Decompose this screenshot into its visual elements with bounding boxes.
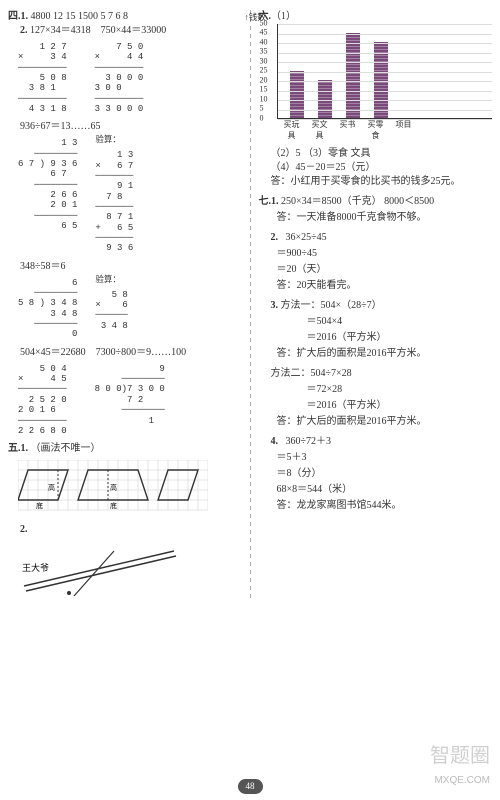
q3m1b: ＝504×4 [307,315,493,329]
sec4-line1: 4800 12 15 1500 5 7 6 8 [31,11,129,22]
q3-label: 3. [271,300,279,311]
check2-label: 验算： [95,274,127,286]
sec4-label: 四. [8,11,21,22]
q4b: ＝5＋3 [277,451,493,465]
eq5: 504×45＝22680 [20,347,86,358]
q3m2d: 答：扩大后的面积是2016平方米。 [277,415,493,429]
q3m1d: 答：扩大后的面积是2016平方米。 [277,347,493,361]
q3m2b: ＝72×28 [307,383,493,397]
chart-wrap: ↑钱数 05101520253035404550 买玩具买文具买书买零食项目 [259,24,493,141]
check1-wrap: 验算： 1 3 × 6 7 ─────── 9 1 7 8 ─────── 8 … [95,134,133,259]
sec5-1-label: 1. [21,443,29,454]
x-axis-title: 项目 [393,119,415,141]
sec6-p4a: （4）45－20＝25（元） [259,161,493,175]
q3m2c: ＝2016（平方米） [307,399,493,413]
sec4-1-label: 1. [21,11,29,22]
eq3: 936÷67＝13……65 [8,120,242,134]
sec5-note: （画法不唯一） [31,443,101,454]
q4a: 360÷72＋3 [286,436,332,447]
svg-text:高: 高 [110,483,117,492]
left-column: 四.1. 4800 12 15 1500 5 7 6 8 2. 127×34＝4… [8,10,242,601]
watermark-2: MXQE.COM [434,774,490,788]
div-row-2: 6 ──────── 5 8 ) 3 4 8 3 4 8 ──────── 0 … [8,274,242,346]
svg-text:底: 底 [36,501,43,510]
sec5-2: 2. [8,523,242,537]
sec7: 七.1. 250×34＝8500（千克） 8000＜8500 [259,195,493,209]
q3m1: 方法一：504×（28÷7） [281,300,382,311]
div2: 6 ──────── 5 8 ) 3 4 8 3 4 8 ──────── 0 [18,278,77,340]
div1: 1 3 ──────── 6 7 ) 9 3 6 6 7 ──────── 2 … [18,138,77,253]
x-tick-label: 买文具 [309,119,331,141]
svg-text:高: 高 [48,483,55,492]
check2: 5 8 × 6 ────── 3 4 8 [95,290,127,331]
check2-wrap: 验算： 5 8 × 6 ────── 3 4 8 [95,274,127,346]
eq1: 127×34＝4318 [30,25,91,36]
q2-label: 2. [271,232,279,243]
mult-row-1: 1 2 7 × 3 4 ───────── 5 0 8 3 8 1 ──────… [8,38,242,120]
eq56: 504×45＝22680 7300÷800＝9……100 [8,346,242,360]
mult-row-2: 5 0 4 × 4 5 ───────── 2 5 2 0 2 0 1 6 ──… [8,360,242,442]
y-tick-label: 50 [260,17,268,28]
sec5: 五.1. （画法不唯一） [8,442,242,456]
page-columns: 四.1. 4800 12 15 1500 5 7 6 8 2. 127×34＝4… [8,10,492,601]
sec4-2-label: 2. [20,25,28,36]
x-tick-label: 买书 [337,119,359,141]
q4: 4. 360÷72＋3 [259,435,493,449]
q1a: 250×34＝8500（千克） 8000＜8500 [281,196,434,207]
sec6-p2: （2）5 （3）零食 文具 [259,147,493,161]
column-divider [250,10,251,601]
check1: 1 3 × 6 7 ─────── 9 1 7 8 ─────── 8 7 1 … [95,150,133,253]
q4e: 答：龙龙家离图书馆544米。 [277,499,493,513]
q4c: ＝8（分） [277,467,493,481]
page-number: 48 [238,779,263,794]
sec7-label: 七. [259,196,272,207]
bar-chart: 05101520253035404550 [277,24,493,119]
bar [346,33,360,119]
shapes-svg: 高 底 高 底 [18,460,208,512]
sec6-head: 六.（1） [259,10,493,24]
watermark-1: 智题圈 [430,742,490,770]
eq2: 750×44＝33000 [101,25,167,36]
q3m1c: ＝2016（平方米） [307,331,493,345]
q3m2: 方法二：504÷7×28 [259,367,493,381]
shape-grid: 高 底 高 底 [18,460,242,517]
x-tick-label: 买玩具 [281,119,303,141]
check1-label: 验算： [95,134,133,146]
q1b: 答：一天准备8000千克食物不够。 [277,211,493,225]
sec5-2-label: 2. [20,524,28,535]
q2c: ＝20（天） [277,263,493,277]
div-row-1: 1 3 ──────── 6 7 ) 9 3 6 6 7 ──────── 2 … [8,134,242,259]
q2: 2. 36×25÷45 [259,231,493,245]
eq6: 7300÷800＝9……100 [96,347,187,358]
q3: 3. 方法一：504×（28÷7） [259,299,493,313]
eq4: 348÷58＝6 [8,260,242,274]
q4d: 68×8＝544（米） [277,483,493,497]
road-diagram: 王大爷 [14,541,184,596]
x-tick-label: 买零食 [365,119,387,141]
q2d: 答：20天能看完。 [277,279,493,293]
right-column: 六.（1） ↑钱数 05101520253035404550 买玩具买文具买书买… [259,10,493,601]
sec4: 四.1. 4800 12 15 1500 5 7 6 8 [8,10,242,24]
sec6-p1: （1） [271,11,296,22]
sec5-label: 五. [8,443,21,454]
svg-text:王大爷: 王大爷 [22,562,49,573]
mult1: 1 2 7 × 3 4 ───────── 5 0 8 3 8 1 ──────… [18,42,67,114]
mult3: 5 0 4 × 4 5 ───────── 2 5 2 0 2 0 1 6 ──… [18,364,67,436]
q2b: ＝900÷45 [277,247,493,261]
q4-label: 4. [271,436,279,447]
bar [318,80,332,118]
q1-label: 1. [271,196,279,207]
x-labels: 买玩具买文具买书买零食项目 [281,119,493,141]
q2a: 36×25÷45 [286,232,327,243]
sec6-p4b: 答：小红用于买零食的比买书的钱多25元。 [259,175,493,189]
sec4-2: 2. 127×34＝4318 750×44＝33000 [8,24,242,38]
svg-text:底: 底 [110,501,117,510]
div3: 9 ──────── 8 0 0)7 3 0 0 7 2 ──────── 1 [95,364,165,436]
page-footer: 48 [0,779,500,794]
bar [290,71,304,119]
mult2: 7 5 0 × 4 4 ───────── 3 0 0 0 3 0 0 ────… [95,42,144,114]
